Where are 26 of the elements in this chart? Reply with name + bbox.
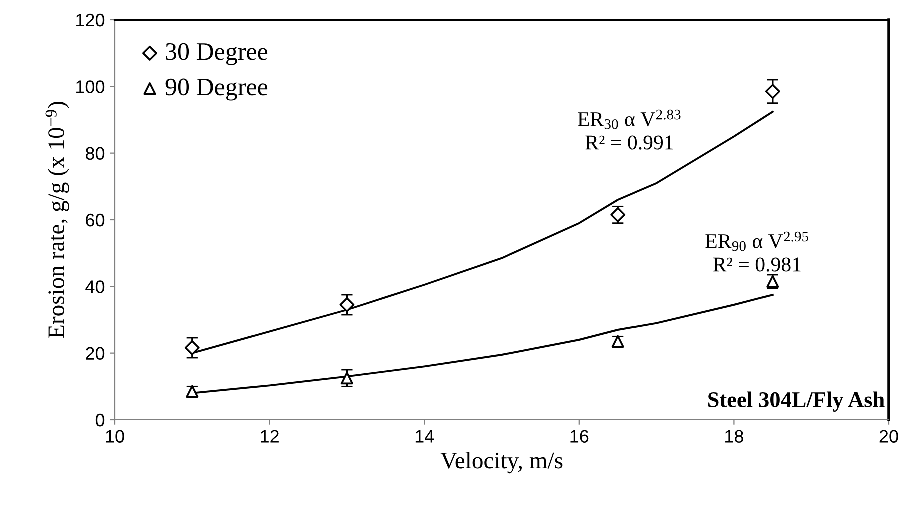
point — [340, 298, 355, 312]
annotation: Steel 304L/Fly Ash — [708, 392, 885, 412]
point — [186, 385, 199, 398]
x-tick-label: 12 — [261, 430, 279, 443]
x-tick-label: 14 — [416, 430, 434, 443]
point — [340, 372, 354, 385]
y-axis-title: Erosion rate, g/g (x 10$^{−9}$) — [46, 102, 70, 338]
y-tick-label: 40 — [86, 280, 105, 294]
y-tick-label: 80 — [86, 147, 105, 160]
x-tick-label: 20 — [880, 430, 898, 443]
y-tick-label: 120 — [76, 14, 105, 27]
x-axis-title: Velocity, m/s — [440, 452, 563, 474]
point — [184, 340, 200, 356]
y-tick-label: 20 — [86, 347, 105, 360]
y-tick-label: 0 — [96, 414, 105, 427]
legend-label: 90 Degree — [166, 78, 268, 101]
y-tick-label: 60 — [86, 214, 105, 227]
y-tick-label: 100 — [76, 80, 105, 94]
annotation: ER$_{30}$ α V$^{2.83}$ R² = 0.991 — [578, 110, 681, 150]
x-tick-label: 18 — [726, 430, 744, 443]
annotation: ER$_{90}$ α V$^{2.95}$ R² = 0.981 — [706, 232, 808, 272]
x-tick-label: 16 — [570, 430, 589, 443]
point — [612, 335, 624, 348]
x-tick-label: 10 — [106, 430, 124, 443]
point — [765, 84, 780, 100]
legend-label: 30 Degree — [166, 43, 268, 66]
